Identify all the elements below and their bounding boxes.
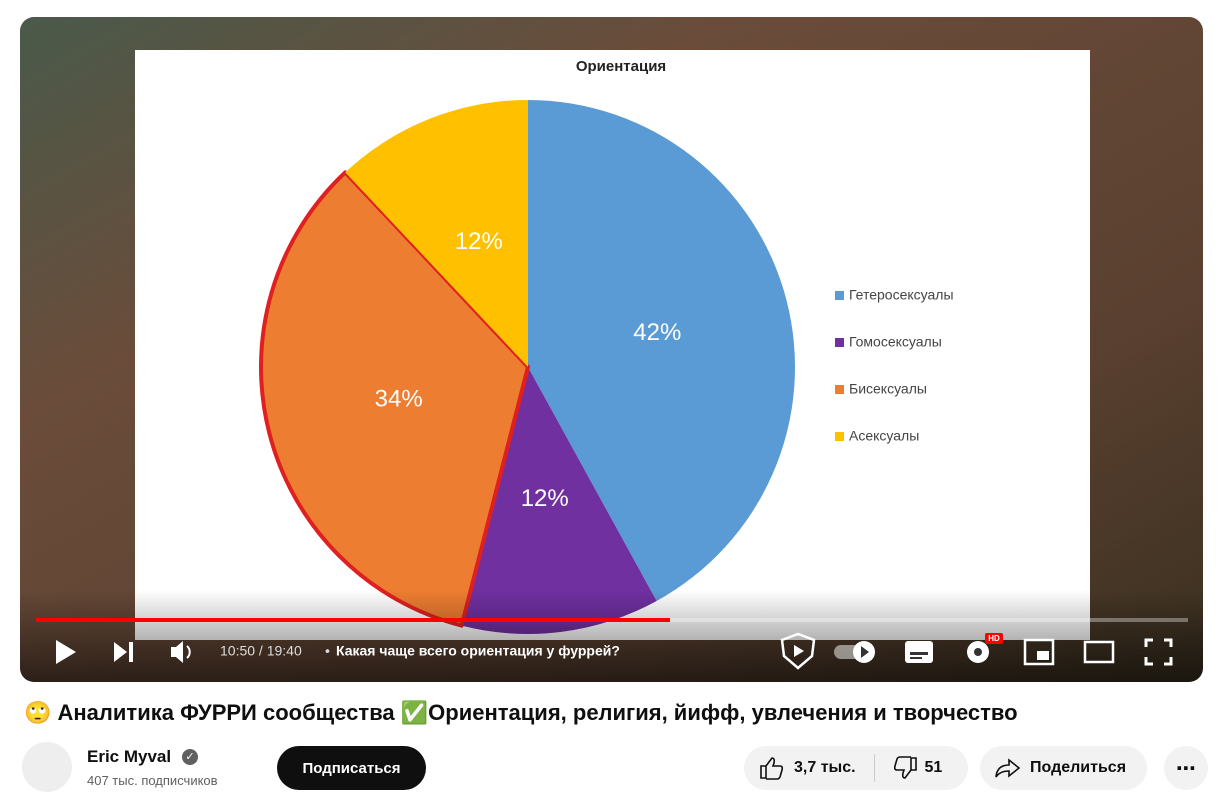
more-button[interactable]: ⋯	[1164, 746, 1208, 790]
fullscreen-button[interactable]	[1144, 638, 1173, 666]
pie-slice	[345, 100, 528, 367]
hd-badge	[985, 633, 1003, 644]
theater-button[interactable]	[1083, 640, 1115, 664]
verified-badge: ✓	[182, 749, 198, 765]
subscribe-button[interactable]: Подписаться	[277, 746, 426, 790]
slice-label: 12%	[521, 485, 569, 512]
channel-avatar[interactable]	[22, 742, 72, 792]
ad-block-icon[interactable]	[780, 632, 816, 670]
chart-title: Ориентация	[576, 58, 666, 75]
divider	[873, 754, 875, 782]
slice-label: 42%	[633, 319, 681, 346]
legend-label: Асексуалы	[849, 428, 919, 444]
video-player[interactable]: 42% 12% 34% 12% Гетеросексуалы Гомосексуалы Би…	[0, 0, 1218, 690]
volume-button[interactable]	[171, 641, 183, 663]
like-dislike-group: 3,7 тыс. 51	[744, 746, 968, 790]
legend-label: Бисексуалы	[849, 381, 927, 397]
dislike-count[interactable]: 51	[924, 759, 943, 776]
play-button[interactable]	[56, 640, 76, 664]
legend-swatch	[835, 432, 844, 441]
share-label[interactable]: Поделиться	[1030, 759, 1127, 776]
channel-name[interactable]: Eric Myval	[87, 747, 172, 766]
subscriber-count: 407 тыс. подписчиков	[87, 773, 218, 788]
dislike-icon[interactable]	[889, 756, 919, 780]
separator: •	[325, 643, 330, 659]
like-count[interactable]: 3,7 тыс.	[794, 759, 856, 776]
hd-label: HD	[988, 634, 1000, 643]
legend-label: Гетеросексуалы	[849, 287, 954, 303]
progress-played	[36, 618, 670, 622]
next-button[interactable]	[114, 642, 133, 662]
miniplayer-button[interactable]	[1023, 638, 1055, 666]
like-icon[interactable]	[758, 756, 788, 780]
chapter-title[interactable]: Какая чаще всего ориентация у фуррей?	[336, 643, 620, 659]
legend-swatch	[835, 385, 844, 394]
legend-label: Гомосексуалы	[849, 334, 942, 350]
slice-label: 12%	[455, 228, 503, 255]
share-button[interactable]: Поделиться	[980, 746, 1147, 790]
pie-chart: 42% 12% 34% 12% Гетеросексуалы Гомосексуалы Би…	[259, 100, 954, 634]
legend-swatch	[835, 291, 844, 300]
controls-shade	[20, 590, 1203, 682]
time: 10:50 / 19:40	[220, 643, 302, 659]
video-title: 🙄 Аналитика ФУРРИ сообщества ✅Ориентация…	[24, 700, 1018, 725]
share-icon	[995, 758, 1021, 778]
pie-slice	[461, 367, 657, 634]
pie-slice	[528, 100, 795, 601]
legend-swatch	[835, 338, 844, 347]
slice-label: 34%	[375, 386, 423, 413]
